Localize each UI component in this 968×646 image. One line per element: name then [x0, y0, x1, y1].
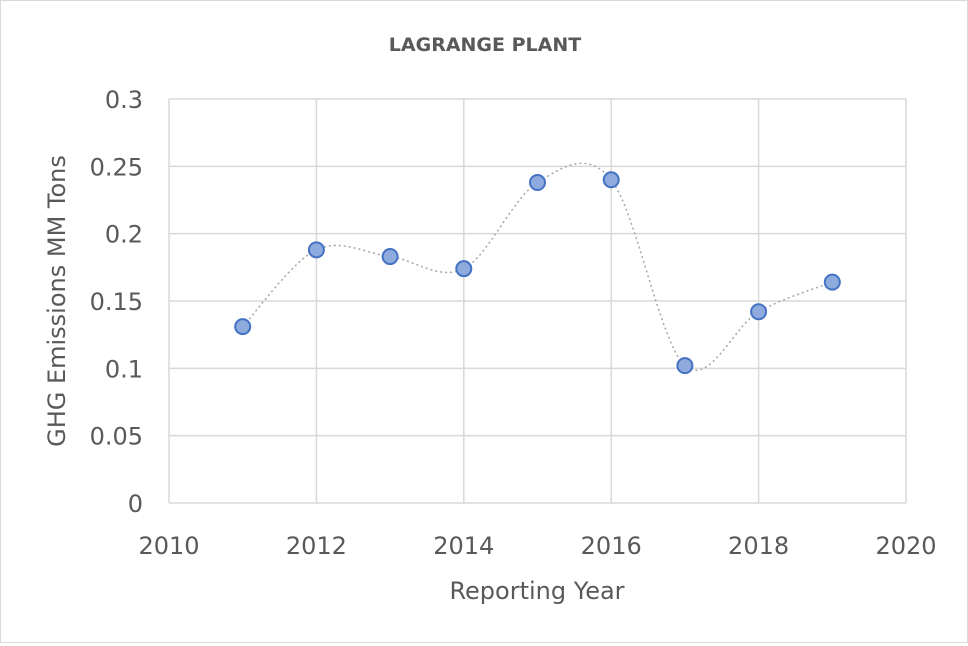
data-point — [234, 318, 252, 336]
y-tick-label: 0.05 — [90, 423, 143, 451]
x-tick-labels: 2010 2012 2014 2016 2018 2020 — [138, 532, 936, 560]
x-tick-label: 2012 — [286, 532, 347, 560]
data-point — [381, 248, 399, 266]
data-point — [455, 260, 473, 278]
x-tick-label: 2014 — [433, 532, 494, 560]
data-point — [529, 173, 546, 191]
y-tick-labels: 0 0.05 0.1 0.15 0.2 0.25 0.3 — [90, 86, 143, 518]
y-tick-label: 0.3 — [105, 86, 143, 114]
x-tick-label: 2020 — [875, 532, 936, 560]
gridlines — [168, 98, 907, 504]
data-point — [823, 273, 841, 291]
x-tick-label: 2018 — [728, 532, 789, 560]
x-tick-label: 2016 — [581, 532, 642, 560]
y-tick-label: 0.1 — [105, 355, 143, 383]
x-axis-label: Reporting Year — [449, 577, 624, 605]
y-tick-label: 0.2 — [105, 221, 143, 249]
y-tick-label: 0 — [128, 490, 143, 518]
y-tick-label: 0.15 — [90, 288, 143, 316]
chart-title: LAGRANGE PLANT — [389, 34, 581, 56]
y-tick-label: 0.25 — [90, 153, 143, 181]
data-point — [602, 171, 620, 189]
y-axis-label: GHG Emissions MM Tons — [43, 155, 71, 447]
series-line — [242, 162, 833, 371]
data-point — [676, 357, 694, 375]
data-points — [234, 171, 841, 375]
data-point — [750, 303, 768, 321]
x-tick-label: 2010 — [138, 532, 199, 560]
data-point — [307, 241, 325, 259]
